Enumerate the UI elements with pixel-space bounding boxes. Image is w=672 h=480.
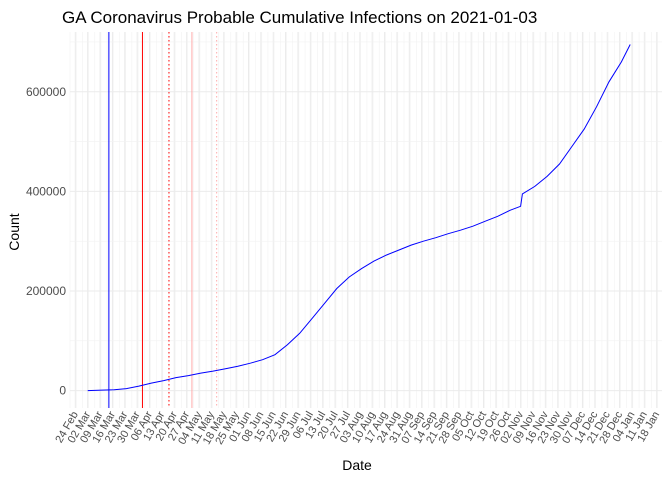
y-tick-label: 0 <box>59 384 66 398</box>
series-line <box>87 44 631 392</box>
reference-lines <box>108 32 218 408</box>
chart-title: GA Coronavirus Probable Cumulative Infec… <box>62 8 537 27</box>
y-axis-title: Count <box>6 213 22 250</box>
y-tick-label: 200000 <box>26 284 66 298</box>
x-axis-title: Date <box>342 457 372 473</box>
y-tick-label: 600000 <box>26 85 66 99</box>
y-tick-label: 400000 <box>26 184 66 198</box>
grid <box>69 32 662 408</box>
series-group <box>87 44 631 392</box>
y-tick-labels: 0 200000 400000 600000 <box>26 85 66 398</box>
